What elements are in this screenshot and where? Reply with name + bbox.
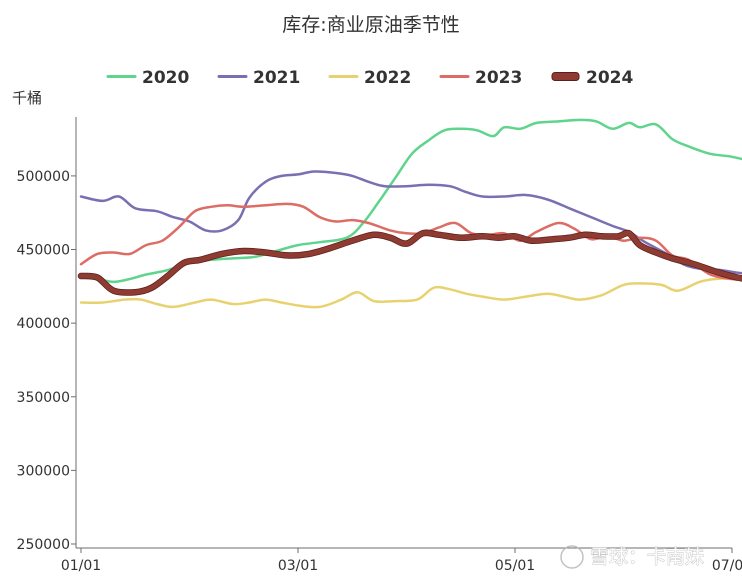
y-tick-label: 500000 bbox=[17, 169, 70, 185]
y-tick-label: 350000 bbox=[17, 390, 70, 406]
legend-item-2023[interactable]: 2023 bbox=[439, 68, 522, 88]
legend-item-2020[interactable]: 2020 bbox=[106, 68, 189, 88]
y-tick-label: 300000 bbox=[17, 463, 70, 479]
y-tick-label: 250000 bbox=[17, 537, 70, 553]
watermark-text: 雪球：卡南妹 bbox=[590, 546, 704, 568]
series-line-2021 bbox=[79, 170, 742, 275]
chart-title: 库存:商业原油季节性 bbox=[282, 14, 459, 36]
watermark-logo-icon bbox=[560, 545, 584, 569]
y-axis-unit-label: 千桶 bbox=[12, 89, 42, 107]
y-tick-label: 450000 bbox=[17, 243, 70, 259]
legend-label: 2020 bbox=[142, 68, 189, 88]
legend-label: 2021 bbox=[253, 68, 300, 88]
x-tick-label: 03/01 bbox=[278, 558, 318, 574]
x-tick-label: 07/01 bbox=[712, 558, 742, 574]
x-tick-label: 01/01 bbox=[61, 558, 101, 574]
legend-item-2022[interactable]: 2022 bbox=[328, 68, 411, 88]
legend: 2020 2021 2022 2023 2024 bbox=[106, 68, 633, 88]
legend-label: 2022 bbox=[364, 68, 411, 88]
legend-label: 2024 bbox=[586, 68, 633, 88]
watermark: 雪球：卡南妹 bbox=[560, 545, 704, 569]
series-layer bbox=[77, 118, 742, 309]
x-tick-label: 05/01 bbox=[495, 558, 535, 574]
series-line-2022 bbox=[79, 277, 742, 309]
legend-item-2021[interactable]: 2021 bbox=[217, 68, 300, 88]
series-line-2023 bbox=[79, 202, 742, 282]
series-line-2020 bbox=[79, 118, 742, 284]
y-tick-label: 400000 bbox=[17, 316, 70, 332]
series-line-2024 bbox=[78, 230, 742, 296]
legend-label: 2023 bbox=[475, 68, 522, 88]
legend-swatch bbox=[551, 72, 580, 81]
y-axis: 250000 300000 350000 400000 450000 500000 bbox=[17, 117, 77, 553]
legend-item-2024[interactable]: 2024 bbox=[551, 68, 633, 88]
